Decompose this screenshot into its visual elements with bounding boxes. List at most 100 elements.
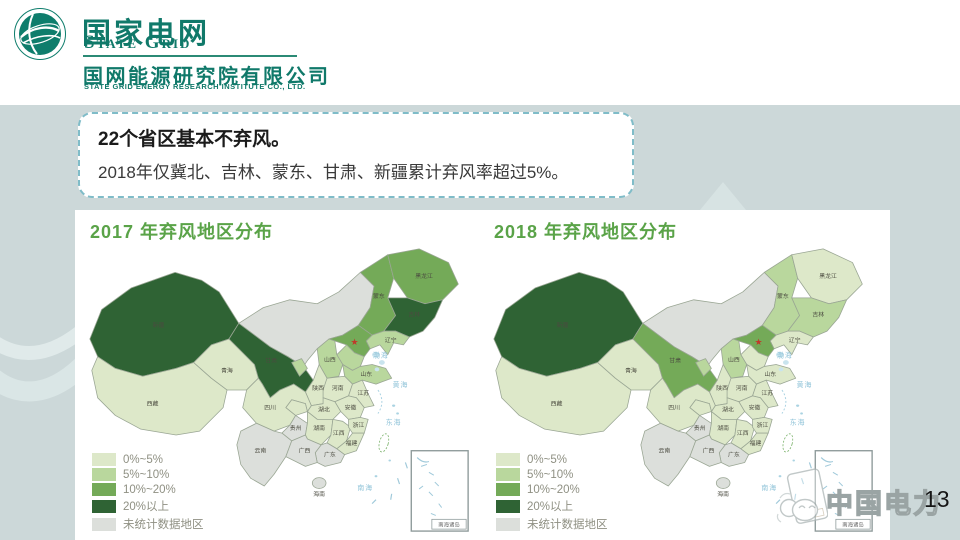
- province-label-jiangsu: 江苏: [357, 389, 369, 397]
- province-label-guangdong: 广东: [324, 451, 336, 459]
- south-china-sea-inset: 南海诸岛: [410, 450, 469, 532]
- map-title-2018: 2018 年弃风地区分布: [494, 222, 678, 242]
- legend-item: 20%以上: [92, 498, 204, 514]
- legend-swatch: [92, 517, 116, 531]
- province-label-yunnan: 云南: [254, 447, 266, 455]
- province-label-liaoning: 辽宁: [789, 336, 801, 344]
- province-label-anhui: 安徽: [749, 404, 761, 412]
- province-jilin: [383, 297, 444, 338]
- province-ningxia: [291, 358, 308, 377]
- province-hainan: [311, 477, 327, 489]
- province-jilin: [787, 297, 848, 338]
- beijing-star-icon: ★: [350, 337, 358, 347]
- legend-label: 20%以上: [123, 501, 170, 513]
- legend-label: 5%~10%: [527, 468, 574, 481]
- province-label-fujian: 福建: [750, 439, 762, 447]
- province-tibet: [495, 356, 632, 436]
- legend-item: 未统计数据地区: [92, 516, 204, 532]
- legend-label: 未统计数据地区: [527, 519, 608, 531]
- legend-label: 0%~5%: [123, 453, 163, 466]
- province-taiwan: [782, 433, 794, 453]
- legend-swatch: [496, 453, 520, 466]
- province-chongqing: [689, 399, 712, 416]
- legend-item: 5%~10%: [92, 468, 204, 481]
- province-label-xinjiang: 新疆: [153, 321, 165, 329]
- province-label-gansu: 甘肃: [669, 357, 681, 365]
- province-label-hainan: 海南: [717, 490, 729, 498]
- sea-label: 南海: [357, 483, 373, 492]
- callout-box: 22个省区基本不弃风。 2018年仅冀北、吉林、蒙东、甘肃、新疆累计弃风率超过5…: [78, 112, 634, 198]
- footer-watermark: 中国电力 13: [776, 468, 960, 534]
- province-label-guizhou: 贵州: [694, 424, 706, 432]
- province-guangxi: [689, 434, 726, 467]
- map-panel-2018: 2018 年弃风地区分布 新疆 西藏 青海 蒙东 黑龙江 吉林 辽宁 山西 陕西 甘肃 山东 河南 江苏…: [486, 214, 882, 540]
- legend-item: 0%~5%: [496, 453, 608, 466]
- legend-item: 10%~20%: [496, 483, 608, 496]
- map-panel-2017: 2017 年弃风地区分布 新疆 西藏 青海 蒙东 黑龙江 吉林 辽宁 山西 陕西 甘肃 山东 河南 江苏…: [82, 214, 478, 540]
- province-label-qinghai: 青海: [221, 366, 233, 374]
- sea-label: 渤海: [777, 351, 793, 360]
- province-label-xinjiang: 新疆: [557, 321, 569, 329]
- province-label-hunan: 湖南: [313, 424, 325, 432]
- legend-item: 5%~10%: [496, 468, 608, 481]
- sea-label: 黄海: [393, 380, 409, 389]
- province-label-guangxi: 广西: [703, 447, 715, 455]
- province-ningxia: [695, 358, 712, 377]
- power-mascot-watermark-icon: [776, 468, 828, 524]
- callout-title: 22个省区基本不弃风。: [98, 129, 291, 150]
- province-hainan: [715, 477, 731, 489]
- province-guangxi: [285, 434, 322, 467]
- legend-swatch: [496, 483, 520, 496]
- legend-label: 未统计数据地区: [123, 519, 204, 531]
- header-divider: [83, 55, 297, 57]
- sea-label: 黄海: [797, 380, 813, 389]
- watermark-text: 中国电力: [825, 488, 942, 519]
- province-label-jiangsu: 江苏: [761, 389, 773, 397]
- province-label-zhejiang: 浙江: [352, 421, 364, 429]
- province-label-heilongjiang: 黑龙江: [415, 272, 433, 280]
- brand-name-cn: 国家电网: [82, 18, 211, 50]
- legend-swatch: [92, 468, 116, 481]
- province-taiwan: [378, 433, 390, 453]
- legend-label: 0%~5%: [527, 453, 567, 466]
- sea-label: 渤海: [373, 351, 389, 360]
- legend-2018: 0%~5% 5%~10% 10%~20% 20%以上 未统计数据地区: [496, 453, 608, 534]
- province-label-shandong: 山东: [764, 370, 776, 378]
- province-label-qinghai: 青海: [625, 366, 637, 374]
- province-label-shaanxi: 陕西: [312, 384, 324, 392]
- province-label-henan: 河南: [736, 384, 748, 392]
- brand-name-en: State Grid: [84, 32, 192, 53]
- province-label-tibet: 西藏: [551, 400, 563, 408]
- legend-swatch: [92, 483, 116, 496]
- province-tibet: [91, 356, 228, 436]
- org-name-cn: 国网能源研究院有限公司: [83, 66, 331, 88]
- legend-swatch: [496, 468, 520, 481]
- province-label-gansu: 甘肃: [265, 357, 277, 365]
- legend-2017: 0%~5% 5%~10% 10%~20% 20%以上 未统计数据地区: [92, 453, 204, 534]
- province-label-sichuan: 四川: [668, 405, 680, 412]
- svg-text:南海诸岛: 南海诸岛: [438, 521, 460, 529]
- left-decorative-strip: [0, 210, 96, 540]
- province-label-guizhou: 贵州: [290, 424, 302, 432]
- province-label-shandong: 山东: [360, 370, 372, 378]
- province-label-yunnan: 云南: [658, 447, 670, 455]
- band-arrow-decoration: [700, 182, 746, 210]
- province-label-fujian: 福建: [346, 439, 358, 447]
- sea-label: 东海: [386, 417, 402, 426]
- page-number: 13: [924, 486, 950, 512]
- province-yunnan: [640, 422, 697, 487]
- beijing-star-icon: ★: [754, 337, 762, 347]
- province-label-guangxi: 广西: [299, 447, 311, 455]
- sea-label: 东海: [790, 417, 806, 426]
- province-label-heilongjiang: 黑龙江: [819, 272, 837, 280]
- legend-label: 10%~20%: [123, 483, 176, 496]
- state-grid-globe-icon: [13, 7, 67, 66]
- province-label-tibet: 西藏: [147, 400, 159, 408]
- province-label-sichuan: 四川: [264, 405, 276, 412]
- province-label-anhui: 安徽: [345, 404, 357, 412]
- legend-swatch: [496, 499, 520, 513]
- province-label-hunan: 湖南: [717, 424, 729, 432]
